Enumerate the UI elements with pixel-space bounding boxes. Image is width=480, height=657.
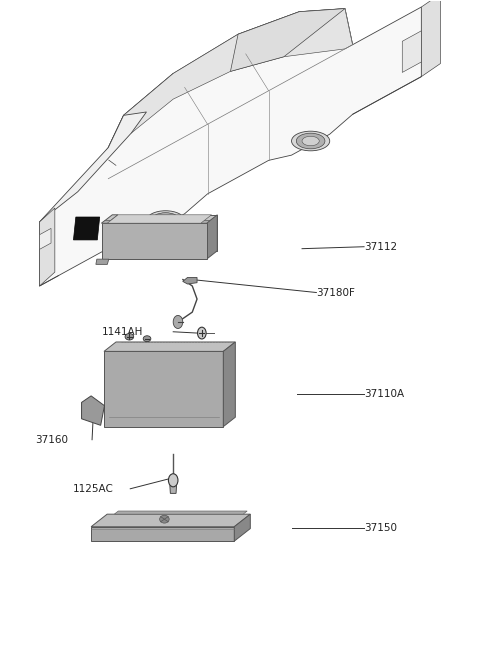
Polygon shape (108, 215, 212, 223)
Polygon shape (39, 7, 421, 286)
Polygon shape (183, 277, 197, 284)
Polygon shape (102, 215, 118, 223)
Polygon shape (104, 351, 223, 426)
Ellipse shape (125, 334, 133, 340)
Ellipse shape (296, 133, 325, 149)
Polygon shape (39, 208, 55, 286)
Ellipse shape (146, 211, 185, 231)
Circle shape (168, 474, 178, 487)
Polygon shape (96, 259, 109, 264)
Polygon shape (39, 229, 51, 250)
Ellipse shape (291, 131, 330, 151)
Polygon shape (234, 514, 250, 541)
Polygon shape (402, 31, 421, 72)
Polygon shape (421, 0, 441, 77)
Polygon shape (112, 215, 217, 251)
Polygon shape (114, 511, 247, 514)
Polygon shape (170, 486, 177, 493)
Polygon shape (39, 112, 146, 222)
Polygon shape (102, 221, 210, 223)
Polygon shape (91, 527, 234, 541)
Polygon shape (223, 342, 235, 426)
Ellipse shape (160, 515, 169, 523)
Polygon shape (206, 215, 217, 259)
Polygon shape (102, 223, 206, 259)
Polygon shape (108, 74, 173, 148)
Text: 37150: 37150 (364, 523, 397, 533)
Text: 1141AH: 1141AH (102, 327, 143, 337)
Text: 37110A: 37110A (364, 389, 404, 399)
Text: 37112: 37112 (364, 242, 397, 252)
Polygon shape (104, 342, 235, 351)
Circle shape (198, 327, 206, 339)
Ellipse shape (157, 216, 174, 225)
Polygon shape (73, 217, 100, 240)
Text: 1125AC: 1125AC (73, 484, 114, 494)
Circle shape (173, 315, 183, 328)
Text: 37160: 37160 (35, 435, 68, 445)
Polygon shape (230, 9, 345, 72)
Ellipse shape (151, 213, 180, 229)
Polygon shape (91, 514, 250, 527)
Ellipse shape (143, 336, 151, 342)
Polygon shape (123, 9, 353, 133)
Ellipse shape (302, 136, 319, 146)
Polygon shape (82, 396, 105, 425)
Text: 37180F: 37180F (316, 288, 355, 298)
